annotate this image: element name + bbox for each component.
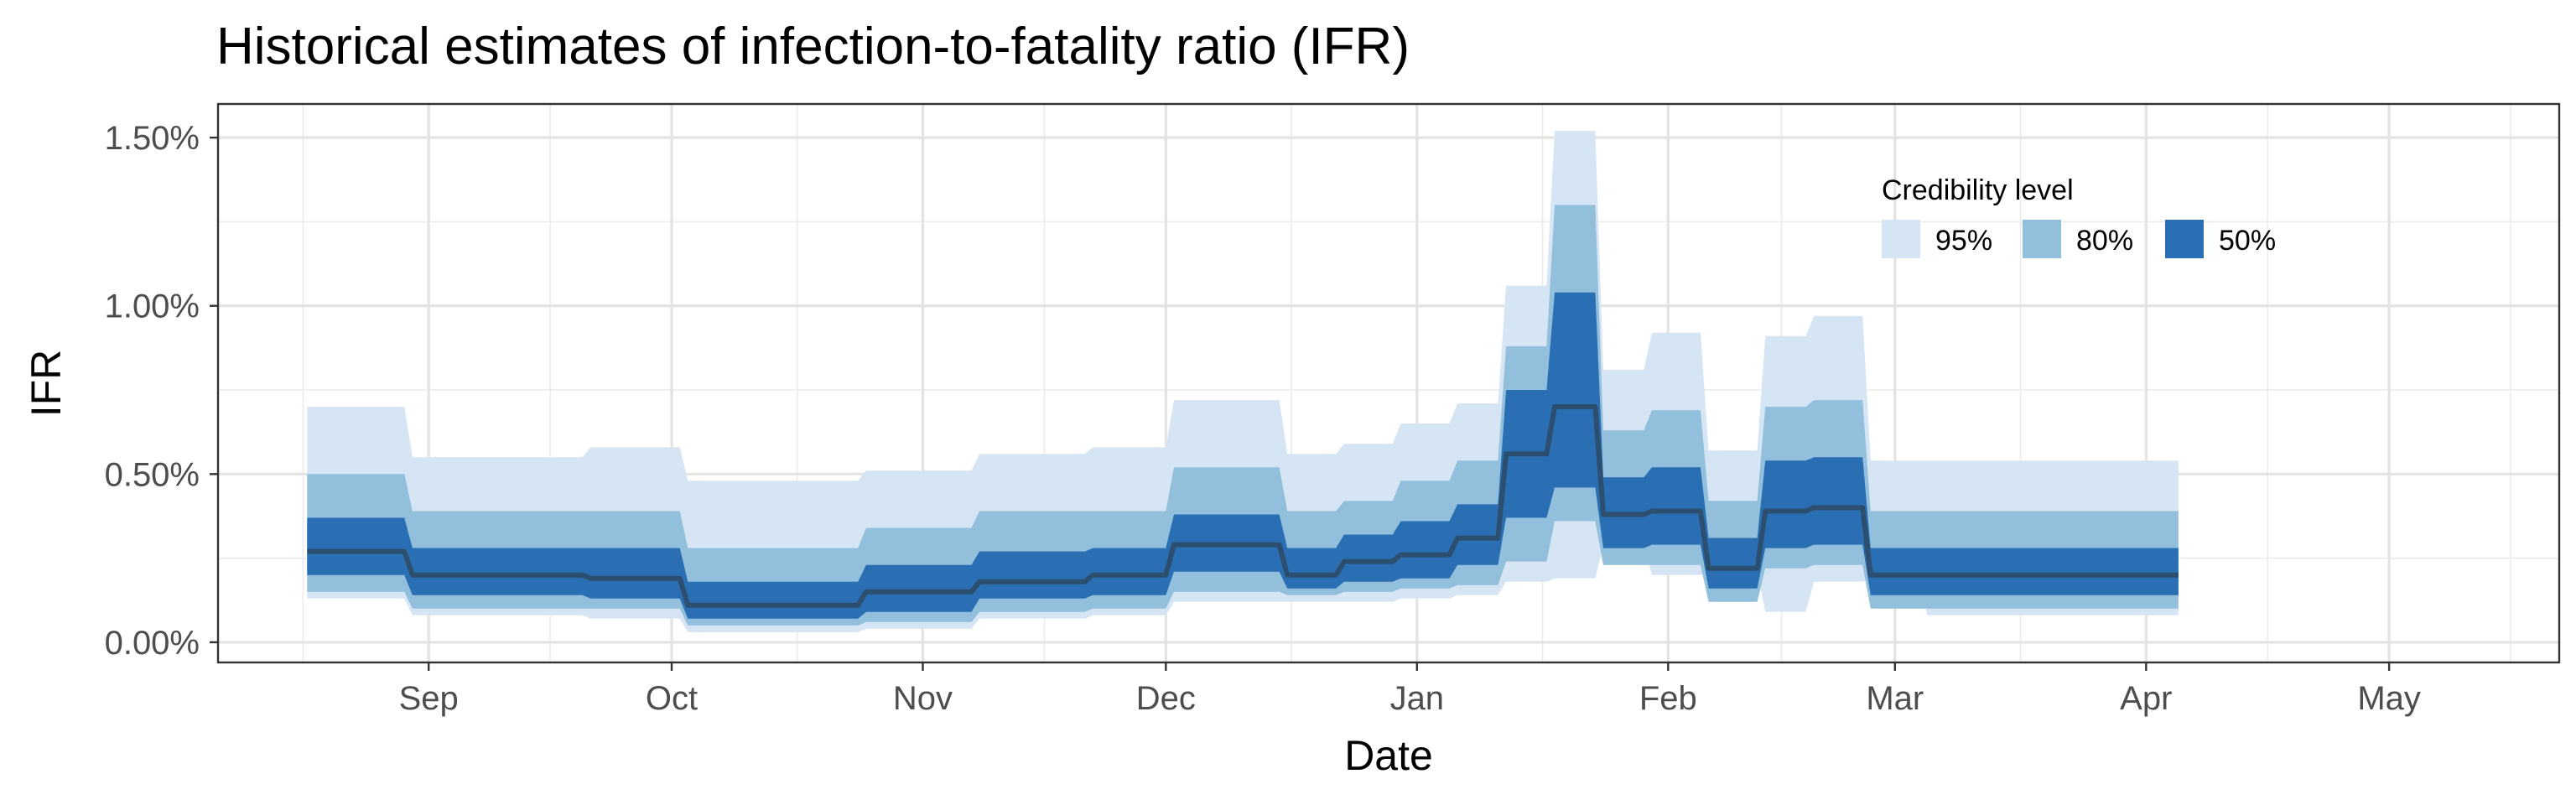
band-80-percent: [307, 205, 2179, 626]
legend-swatch-50-percent: [2165, 220, 2204, 258]
median-line: [307, 404, 2179, 608]
legend-title: Credibility level: [1882, 174, 2074, 206]
x-tick-label: Apr: [2120, 680, 2172, 717]
x-tick-label: Nov: [893, 680, 953, 717]
x-tick-label: Dec: [1136, 680, 1196, 717]
x-axis-title: Date: [1344, 732, 1433, 779]
legend-label: 95%: [1935, 225, 1992, 257]
legend-swatch-80-percent: [2023, 220, 2061, 258]
legend-label: 80%: [2076, 225, 2133, 257]
x-tick-label: Sep: [399, 680, 459, 717]
median-line-group: [307, 404, 2179, 608]
credibility-bands: [307, 131, 2179, 632]
legend-label: 50%: [2219, 225, 2276, 257]
legend-swatch-95-percent: [1882, 220, 1920, 258]
band-50-percent: [307, 292, 2179, 619]
chart-title: Historical estimates of infection-to-fat…: [216, 18, 1410, 75]
y-tick-label: 1.00%: [105, 288, 200, 325]
plot-panel-border: [216, 102, 2561, 664]
x-tick-label: May: [2357, 680, 2421, 717]
x-tick-label: Mar: [1866, 680, 1924, 717]
legend: Credibility level 95% 80% 50%: [1882, 174, 2276, 258]
x-tick-label: Oct: [646, 680, 698, 717]
x-tick-label: Feb: [1639, 680, 1697, 717]
x-axis: Sep Oct Nov Dec Jan Feb Mar Apr May: [399, 662, 2421, 717]
y-tick-label: 0.50%: [105, 456, 200, 493]
y-tick-label: 0.00%: [105, 625, 200, 662]
y-tick-label: 1.50%: [105, 120, 200, 157]
y-axis: 0.00% 0.50% 1.00% 1.50%: [105, 120, 218, 662]
x-tick-label: Jan: [1390, 680, 1445, 717]
y-axis-title: IFR: [23, 350, 70, 418]
